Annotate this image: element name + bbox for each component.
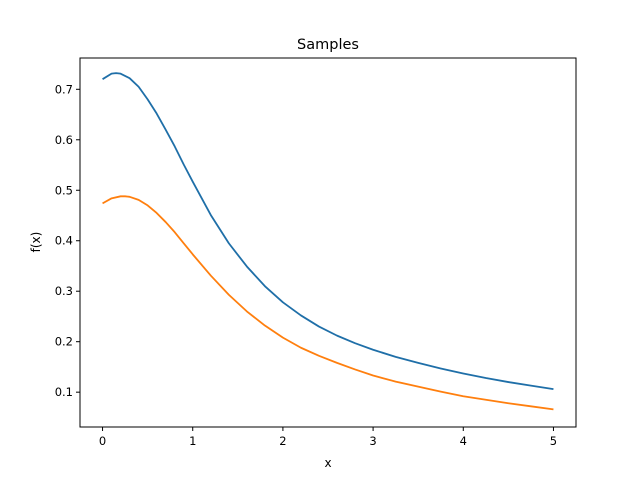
- y-tick-label: 0.5: [55, 183, 73, 197]
- y-tick-label: 0.6: [55, 133, 73, 147]
- x-tick-label: 4: [460, 434, 467, 448]
- y-tick-label: 0.7: [55, 82, 73, 96]
- y-tick-label: 0.4: [55, 234, 73, 248]
- plot-frame: [79, 57, 577, 428]
- x-tick-label: 1: [189, 434, 196, 448]
- x-tick-label: 5: [550, 434, 557, 448]
- y-tick-label: 0.1: [55, 385, 73, 399]
- y-tick-label: 0.3: [55, 284, 73, 298]
- series-line-2: [102, 195, 554, 411]
- x-tick-label: 3: [369, 434, 376, 448]
- y-axis: 0.1 0.2 0.3 0.4 0.5 0.6 0.7: [55, 82, 80, 399]
- y-tick-label: 0.2: [55, 335, 73, 349]
- series-line-1: [102, 72, 554, 391]
- x-tick-label: 2: [279, 434, 286, 448]
- chart-title: Samples: [297, 37, 359, 53]
- y-axis-label: f(x): [29, 232, 43, 253]
- x-axis: 0 1 2 3 4 5: [99, 427, 557, 448]
- x-tick-label: 0: [99, 434, 106, 448]
- x-axis-label: x: [324, 456, 331, 470]
- plot-lines: [102, 72, 554, 411]
